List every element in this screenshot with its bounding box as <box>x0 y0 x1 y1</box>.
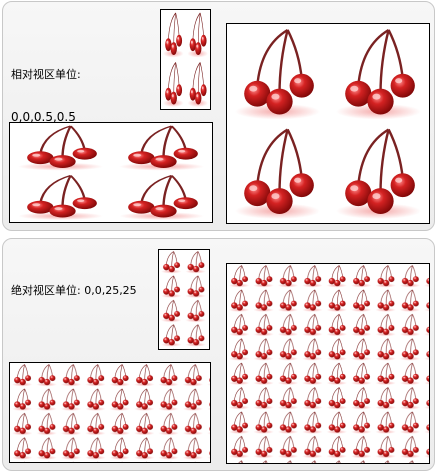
relative-units-caption-line2: 0,0,0.5,0.5 <box>11 110 76 124</box>
absolute-large-box <box>226 263 430 464</box>
relative-units-caption-line1: 相对视区单位: <box>11 68 81 81</box>
cherry-icon-grid <box>227 24 429 223</box>
absolute-units-caption: 绝对视区单位: 0,0,25,25 <box>11 284 137 297</box>
relative-small-tall-box <box>160 9 211 110</box>
cherry-icon-grid <box>159 250 209 349</box>
relative-large-box <box>226 23 430 224</box>
cherry-icon-grid <box>10 363 210 462</box>
cherry-icon-grid <box>227 264 429 463</box>
absolute-small-tall-box <box>158 249 210 350</box>
cherry-icon-grid <box>10 123 212 222</box>
relative-units-caption: 相对视区单位: 0,0,0.5,0.5 <box>11 40 81 152</box>
relative-units-panel: 相对视区单位: 0,0,0.5,0.5 <box>2 1 435 231</box>
cherry-icon-grid <box>161 10 210 109</box>
absolute-units-panel: 绝对视区单位: 0,0,25,25 <box>2 238 435 471</box>
absolute-wide-box <box>9 362 211 463</box>
relative-wide-box <box>9 122 213 223</box>
